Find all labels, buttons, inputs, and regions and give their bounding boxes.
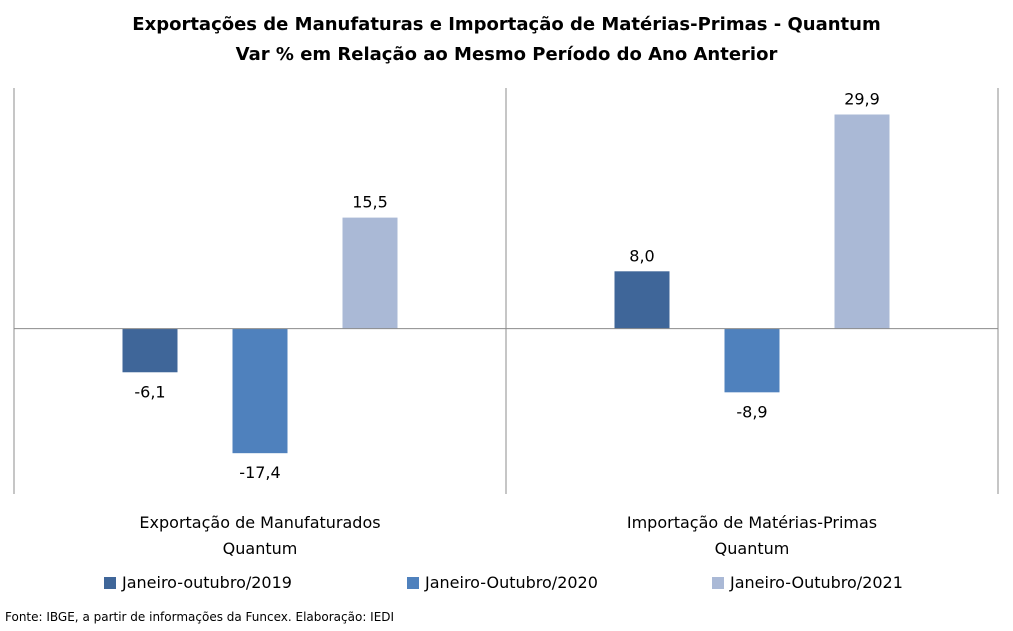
category-label-line: Quantum <box>714 539 790 558</box>
data-label-0-1: -17,4 <box>239 463 280 482</box>
chart-subtitle: Var % em Relação ao Mesmo Período do Ano… <box>235 44 778 65</box>
data-label-1-2: 29,9 <box>844 89 880 108</box>
data-label-1-1: -8,9 <box>736 402 767 421</box>
legend-label-2019: Janeiro-outubro/2019 <box>122 573 292 592</box>
chart-title: Exportações de Manufaturas e Importação … <box>132 14 881 35</box>
category-label-line: Quantum <box>222 539 298 558</box>
category-label-line: Importação de Matérias-Primas <box>626 513 878 532</box>
legend-label-2021: Janeiro-Outubro/2021 <box>730 573 903 592</box>
legend-swatch-2021 <box>712 576 724 589</box>
data-label-1-0: 8,0 <box>629 246 654 265</box>
legend-item-2020: Janeiro-Outubro/2020 <box>407 573 598 592</box>
bar-0-1 <box>232 328 288 454</box>
legend-swatch-2019 <box>104 576 116 589</box>
bar-1-0 <box>614 271 670 329</box>
legend-item-2021: Janeiro-Outubro/2021 <box>712 573 903 592</box>
source-note: Fonte: IBGE, a partir de informações da … <box>5 610 395 624</box>
bar-0-0 <box>122 328 178 373</box>
legend-label-2020: Janeiro-Outubro/2020 <box>425 573 598 592</box>
bar-1-1 <box>724 328 780 393</box>
bar-1-2 <box>834 114 890 329</box>
legend: Janeiro-outubro/2019 Janeiro-Outubro/202… <box>0 573 1013 599</box>
category-label-importacao: Importação de Matérias-Primas Quantum <box>552 510 952 562</box>
category-label-line: Exportação de Manufaturados <box>139 513 381 532</box>
legend-swatch-2020 <box>407 576 419 589</box>
bar-0-2 <box>342 217 398 329</box>
legend-item-2019: Janeiro-outubro/2019 <box>104 573 292 592</box>
data-label-0-2: 15,5 <box>352 193 388 212</box>
data-label-0-0: -6,1 <box>134 382 165 401</box>
category-label-exportacao: Exportação de Manufaturados Quantum <box>60 510 460 562</box>
